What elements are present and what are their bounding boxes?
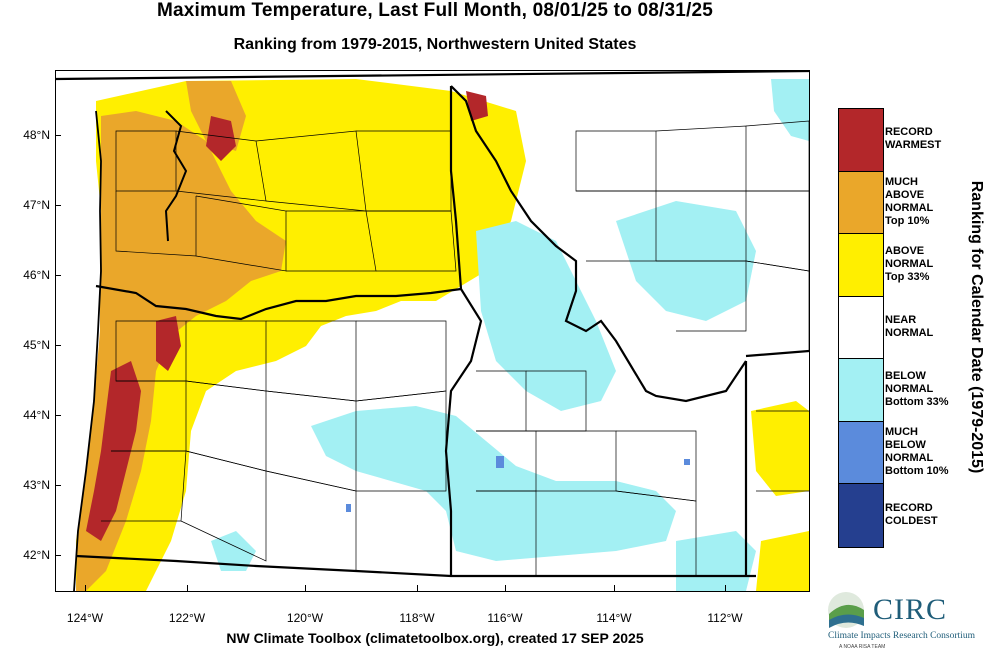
below-normal-area [311, 406, 676, 561]
legend-label-line: MUCH [885, 426, 918, 439]
legend-label-line: WARMEST [885, 139, 942, 152]
legend-label-line: Bottom 33% [885, 396, 949, 409]
legend-label: NEAR NORMAL [885, 314, 933, 340]
much-below-normal-spot-2 [346, 504, 351, 512]
lat-label-43: 43°N [23, 478, 50, 492]
lon-label-120: 120°W [286, 611, 324, 625]
county-boundaries [101, 120, 809, 576]
lat-label-42: 42°N [23, 548, 50, 562]
legend-label-line: ABOVE [885, 244, 925, 257]
legend-swatch [839, 234, 883, 297]
lon-tick [505, 585, 506, 591]
legend-label-line: NORMAL [885, 257, 934, 270]
lon-tick [187, 585, 188, 591]
legend-title-text: Ranking for Calendar Date (1979-2015) [968, 180, 985, 474]
lon-tick [305, 585, 306, 591]
legend-label-line: NEAR [885, 314, 917, 326]
map-title: Maximum Temperature, Last Full Month, 08… [156, 0, 714, 21]
lat-tick [55, 415, 61, 416]
legend-colorbar [838, 108, 884, 548]
above-normal-area-east [751, 401, 809, 496]
legend-label-line: Top 10% [885, 214, 930, 227]
lon-label-116: 116°W [487, 611, 523, 625]
legend-swatch [839, 109, 883, 172]
lon-label-122: 122°W [168, 611, 206, 625]
lon-tick [417, 585, 418, 591]
lon-tick [725, 585, 726, 591]
lat-tick [55, 555, 61, 556]
logo-tagline: A NOAA RISA TEAM [839, 644, 886, 650]
below-normal-area-sw [211, 531, 256, 571]
legend-swatch [839, 296, 883, 360]
record-warmest-area-2 [156, 316, 181, 371]
much-below-normal-spot-3 [684, 459, 690, 465]
lat-tick [55, 205, 61, 206]
legend-title: Ranking for Calendar Date (1979-2015) [956, 137, 994, 517]
record-warmest-area-3 [206, 116, 236, 161]
logo-full-name: Climate Impacts Research Consortium [828, 631, 975, 641]
lat-tick [55, 345, 61, 346]
legend-label-line: RECORD [885, 501, 933, 514]
lon-label-112: 112°W [707, 611, 743, 625]
lon-label-118: 118°W [399, 611, 435, 625]
legend-label-line: Bottom 10% [885, 465, 949, 478]
lat-tick [55, 485, 61, 486]
legend-label: RECORD WARMEST [885, 126, 941, 152]
lat-tick [55, 275, 61, 276]
legend-label-line: ABOVE [885, 188, 925, 201]
legend-label: RECORD COLDEST [885, 502, 938, 528]
lat-label-45: 45°N [23, 338, 50, 352]
lon-label-114: 114°W [596, 611, 632, 625]
legend-label-line: COLDEST [885, 514, 938, 527]
below-normal-area-far-ne [771, 79, 809, 141]
legend-label-line: BELOW [885, 439, 926, 452]
below-normal-area-se [676, 531, 756, 591]
legend-swatch [839, 421, 883, 485]
legend-label-line: NORMAL [885, 201, 934, 214]
lat-label-47: 47°N [23, 198, 50, 212]
legend-label-line: NORMAL [885, 452, 934, 465]
lon-tick [614, 585, 615, 591]
logo-name: CIRC [873, 593, 948, 626]
below-normal-area-north [476, 221, 616, 411]
circ-logo [828, 592, 864, 628]
lon-label-124: 124°W [66, 611, 104, 625]
state-boundaries [56, 71, 809, 578]
legend-label-line: BELOW [885, 370, 926, 383]
legend-label-line: Top 33% [885, 270, 930, 283]
above-normal-area-se [756, 531, 809, 591]
temperature-ranking-map [55, 70, 810, 592]
pacific-coastline [73, 110, 102, 591]
lat-label-48: 48°N [23, 128, 50, 142]
lat-label-44: 44°N [23, 408, 50, 422]
legend-label-line: NORMAL [885, 327, 934, 339]
much-above-normal-area [76, 111, 286, 591]
logo-hills-icon [829, 604, 864, 624]
legend-label: MUCH BELOW NORMAL Bottom 10% [885, 426, 949, 478]
legend-swatch [839, 359, 883, 422]
legend-label: BELOW NORMAL Bottom 33% [885, 370, 949, 409]
legend-label-line: RECORD [885, 126, 933, 139]
record-warmest-area-4 [466, 91, 488, 121]
legend-label: ABOVE NORMAL Top 33% [885, 245, 933, 284]
legend-label: MUCH ABOVE NORMAL Top 10% [885, 176, 933, 228]
map-canvas [56, 71, 809, 591]
much-below-normal-spot [496, 456, 504, 468]
legend-label-line: NORMAL [885, 383, 934, 396]
logo-water-icon [829, 614, 864, 628]
footer-credit: NW Climate Toolbox (climatetoolbox.org),… [226, 630, 644, 646]
legend-swatch [839, 484, 883, 547]
puget-sound [164, 110, 188, 242]
legend-label-line: MUCH [885, 175, 918, 188]
lon-tick [85, 585, 86, 591]
lat-label-46: 46°N [23, 268, 50, 282]
legend-swatch [839, 171, 883, 235]
lat-tick [55, 135, 61, 136]
map-subtitle: Ranking from 1979-2015, Northwestern Uni… [233, 36, 637, 53]
